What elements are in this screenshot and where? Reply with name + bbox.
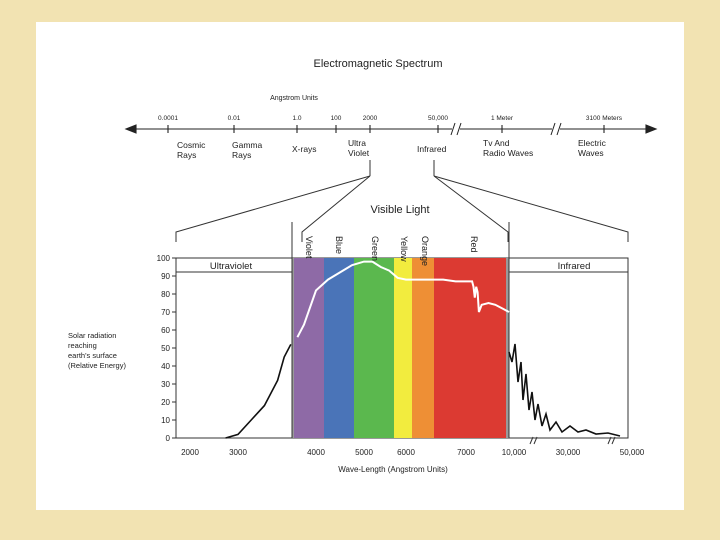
- y-tick-label: 80: [161, 290, 170, 299]
- band-blue: [324, 258, 354, 438]
- y-tick-label: 10: [161, 416, 170, 425]
- scale-tick-label: 2000: [363, 115, 378, 122]
- region-label: Ultra Violet: [348, 138, 370, 158]
- x-tick-label: 30,000: [556, 448, 581, 457]
- slide: Electromagnetic Spectrum Angstrom Units …: [36, 22, 684, 510]
- region-label: Electric Waves: [578, 138, 607, 158]
- color-label-yellow: Yellow: [399, 236, 409, 262]
- spectrum-arrow: [124, 124, 658, 134]
- scale-tick-label: 3100 Meters: [586, 115, 623, 122]
- color-label-violet: Violet: [304, 236, 314, 259]
- x-tick-label: 2000: [181, 448, 199, 457]
- x-tick-label: 5000: [355, 448, 373, 457]
- region-label: Gamma Rays: [232, 140, 263, 160]
- y-tick-label: 90: [161, 272, 170, 281]
- color-label-blue: Blue: [334, 236, 344, 254]
- color-label-orange: Orange: [420, 236, 430, 266]
- scale-unit-label: Angstrom Units: [270, 95, 318, 102]
- y-axis-caption-line: reaching: [68, 341, 97, 350]
- band-yellow: [394, 258, 412, 438]
- x-axis-break: [607, 436, 612, 445]
- band-violet: [294, 258, 324, 438]
- region-label: Infrared: [417, 144, 447, 154]
- energy-curve-infrared: [508, 343, 621, 437]
- zone-label-ultraviolet: Ultraviolet: [210, 261, 253, 272]
- y-tick-label: 100: [157, 254, 171, 263]
- scale-tick-label: 1 Meter: [491, 115, 514, 122]
- band-green: [354, 258, 394, 438]
- region-label: X-rays: [292, 144, 317, 154]
- y-tick-label: 70: [161, 308, 170, 317]
- x-tick-label: 10,000: [502, 448, 527, 457]
- x-axis-break: [529, 436, 534, 445]
- y-tick-label: 30: [161, 380, 170, 389]
- y-tick-label: 20: [161, 398, 170, 407]
- y-tick-label: 0: [166, 434, 171, 443]
- x-axis-break: [533, 436, 538, 445]
- x-axis-break: [611, 436, 616, 445]
- region-label: Cosmic Rays: [177, 140, 206, 160]
- scale-tick-labels: 0.0001 0.01 1.0 100 2000 50,000 1 Meter …: [158, 115, 623, 122]
- visible-light-title: Visible Light: [370, 204, 429, 216]
- x-tick-label: 7000: [457, 448, 475, 457]
- y-axis-caption: Solar radiation reaching earth's surface…: [68, 331, 126, 370]
- color-label-red: Red: [469, 236, 479, 253]
- x-tick-label: 3000: [229, 448, 247, 457]
- y-axis-caption-line: (Relative Energy): [68, 361, 126, 370]
- scale-tick-label: 100: [331, 115, 342, 122]
- x-tick-label: 50,000: [620, 448, 645, 457]
- scale-tick-label: 0.0001: [158, 115, 178, 122]
- zoom-connector-lines: [175, 160, 629, 242]
- y-axis-caption-line: earth's surface: [68, 351, 117, 360]
- energy-curve-uv: [225, 344, 292, 439]
- x-axis-title: Wave-Length (Angstrom Units): [338, 465, 448, 474]
- y-tick-label: 40: [161, 362, 170, 371]
- scale-tick-label: 1.0: [292, 115, 301, 122]
- scale-tick-label: 0.01: [228, 115, 241, 122]
- solar-radiation-chart: Ultraviolet Infrared Violet Blue Green Yellow…: [157, 222, 645, 457]
- energy-curve-visible: [296, 260, 510, 338]
- zone-label-infrared: Infrared: [558, 261, 591, 272]
- y-axis-caption-line: Solar radiation: [68, 331, 116, 340]
- x-tick-label: 4000: [307, 448, 325, 457]
- band-red: [434, 258, 506, 438]
- spectrum-regions: Cosmic Rays Gamma Rays X-rays Ultra Violet …: [177, 138, 607, 160]
- band-orange: [412, 258, 434, 438]
- region-label: Tv And Radio Waves: [483, 138, 533, 158]
- em-spectrum-diagram: Electromagnetic Spectrum Angstrom Units …: [68, 58, 658, 474]
- y-tick-label: 60: [161, 326, 170, 335]
- diagram-title: Electromagnetic Spectrum: [314, 58, 443, 70]
- y-tick-label: 50: [161, 344, 170, 353]
- axis-break-marks: [450, 122, 562, 136]
- x-tick-label: 6000: [397, 448, 415, 457]
- scale-tick-label: 50,000: [428, 115, 448, 122]
- color-label-green: Green: [370, 236, 380, 261]
